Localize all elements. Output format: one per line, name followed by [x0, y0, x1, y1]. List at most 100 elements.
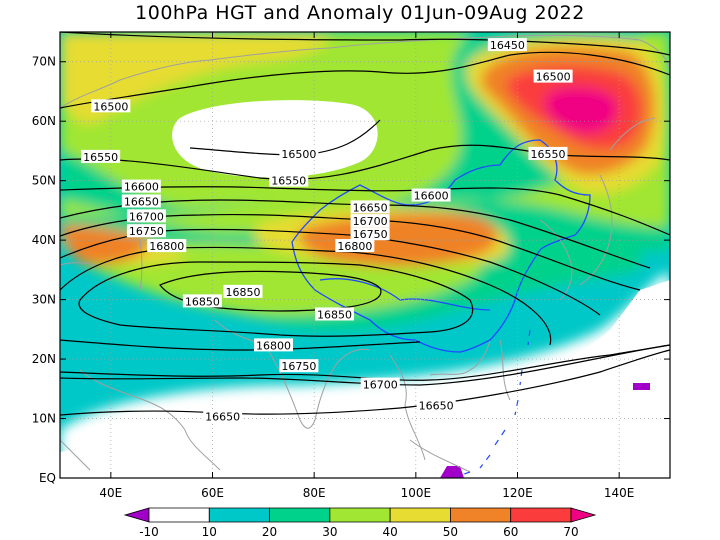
- contour-label-text: 16800: [149, 240, 184, 253]
- coastline-africa: [60, 439, 91, 471]
- contour-label-bg: [126, 224, 166, 238]
- china-outline: [291, 139, 591, 353]
- colorbar-label: 30: [322, 525, 337, 539]
- coastline-japan: [579, 174, 613, 286]
- contour-label-bg: [126, 209, 166, 223]
- contour-label: 16750: [350, 227, 390, 241]
- contour-label-text: 16850: [317, 308, 352, 321]
- axis-ticks: 40E 60E 80E 100E 120E 140E EQ 10N 20N 30N 40N 50N 60…: [32, 32, 670, 500]
- tick-label-lon: 80E: [303, 486, 326, 500]
- contour-16800-b: [78, 261, 474, 337]
- contour-16650-south: [60, 349, 670, 416]
- contour-label-bg: [182, 294, 222, 308]
- map-frame: [59, 31, 671, 479]
- shade-negative-spot-south: [440, 466, 464, 478]
- colorbar-label: 20: [262, 525, 277, 539]
- gridlines: [60, 32, 670, 478]
- coastline-arabia: [79, 369, 221, 471]
- shade-40-50-band: [60, 32, 670, 234]
- contour-label-bg: [279, 146, 319, 160]
- colorbar: -10 10 20 30 40 50 60 70: [123, 507, 597, 539]
- contour-label-bg: [360, 377, 400, 391]
- colorbar-label: 40: [383, 525, 398, 539]
- tick-label-lat: 40N: [32, 233, 56, 247]
- contour-label-text: 16700: [363, 379, 398, 392]
- contour-label: 16500: [533, 69, 573, 84]
- colorbar-label: 50: [443, 525, 458, 539]
- contour-label: 16500: [279, 146, 319, 161]
- coastline-indochina: [389, 354, 426, 461]
- contour-label-text: 16500: [93, 100, 128, 113]
- tick-label-lon: 140E: [604, 486, 635, 500]
- contour-label-text: 16500: [536, 71, 571, 84]
- contour-16550: [60, 144, 670, 181]
- colorbar-label: -10: [139, 525, 159, 539]
- contour-label: 16750: [126, 224, 166, 238]
- contour-label-text: 16850: [226, 286, 261, 299]
- colorbar-swatch: [208, 507, 270, 523]
- contour-label: 16800: [147, 239, 187, 253]
- contour-label-bg: [223, 284, 263, 298]
- china-border: [291, 139, 591, 353]
- contour-label-text: 16600: [124, 181, 159, 194]
- contour-label-text: 16650: [205, 411, 240, 424]
- shade-60-70-tibet: [298, 213, 498, 267]
- tick-label-lat: 30N: [32, 293, 56, 307]
- contour-label-text: 16700: [353, 215, 388, 228]
- contour-label: 16550: [528, 146, 568, 161]
- contour-label: 16800: [254, 338, 293, 352]
- china-internal: [319, 278, 491, 311]
- shade-negative-spot: [633, 383, 650, 390]
- contour-label-text: 16650: [124, 195, 159, 208]
- colorbar-swatch: [570, 507, 597, 523]
- contour-label-bg: [279, 359, 319, 373]
- shade-white-north: [172, 100, 378, 178]
- contour-label: 16750: [279, 359, 319, 373]
- contour-label-text: 16500: [281, 148, 316, 161]
- contour-label-text: 16550: [531, 148, 566, 161]
- contour-16450: [60, 32, 670, 56]
- contour-label-bg: [81, 149, 121, 163]
- contour-label-bg: [269, 173, 309, 187]
- contour-label-bg: [533, 69, 573, 83]
- contour-label: 16650: [416, 398, 456, 412]
- contour-label-bg: [335, 239, 375, 253]
- contour-label-text: 16750: [129, 225, 164, 238]
- tick-label-lon: 60E: [201, 486, 224, 500]
- contour-label: 16700: [350, 214, 390, 228]
- contour-16500-a: [60, 51, 670, 109]
- coastline-sakhalin: [609, 117, 656, 151]
- contour-label-bg: [411, 188, 451, 202]
- contour-label: 16850: [315, 307, 354, 321]
- contour-16850: [159, 270, 382, 312]
- colorbar-swatch: [329, 507, 391, 523]
- contour-label-text: 16800: [256, 339, 291, 352]
- contour-label: 16600: [411, 188, 451, 203]
- contour-label: 16550: [81, 149, 121, 164]
- coastline-caspian: [129, 199, 143, 291]
- contour-label-bg: [350, 200, 390, 214]
- contour-label-bg: [528, 146, 568, 160]
- contour-label-text: 16650: [419, 399, 454, 412]
- colorbar-label: 10: [202, 525, 217, 539]
- contour-label-bg: [121, 194, 161, 208]
- colorbar-swatch: [450, 507, 512, 523]
- tick-label-lat: 20N: [32, 352, 56, 366]
- contour-16700-south: [60, 344, 670, 386]
- contour-label-text: 16800: [337, 240, 372, 253]
- contour-label: 16800: [335, 239, 375, 253]
- tick-label-lat: 10N: [32, 412, 56, 426]
- coastline-korea: [539, 219, 573, 301]
- contour-label: 16550: [269, 173, 309, 188]
- contour-label: 16450: [487, 38, 527, 52]
- coastline-philippines: [499, 339, 511, 401]
- colorbar-label: 60: [503, 525, 518, 539]
- contour-label-text: 16750: [281, 360, 316, 373]
- contour-labels: 16450 16500 16500 16500 16550 16550 16550 16600…: [81, 38, 573, 424]
- tick-label-lat: 50N: [32, 174, 56, 188]
- contour-label-bg: [487, 38, 527, 52]
- colorbar-swatch: [148, 507, 210, 523]
- contour-label-text: 16650: [353, 201, 388, 214]
- contour-label-bg: [416, 398, 456, 412]
- contour-label: 16850: [223, 284, 263, 299]
